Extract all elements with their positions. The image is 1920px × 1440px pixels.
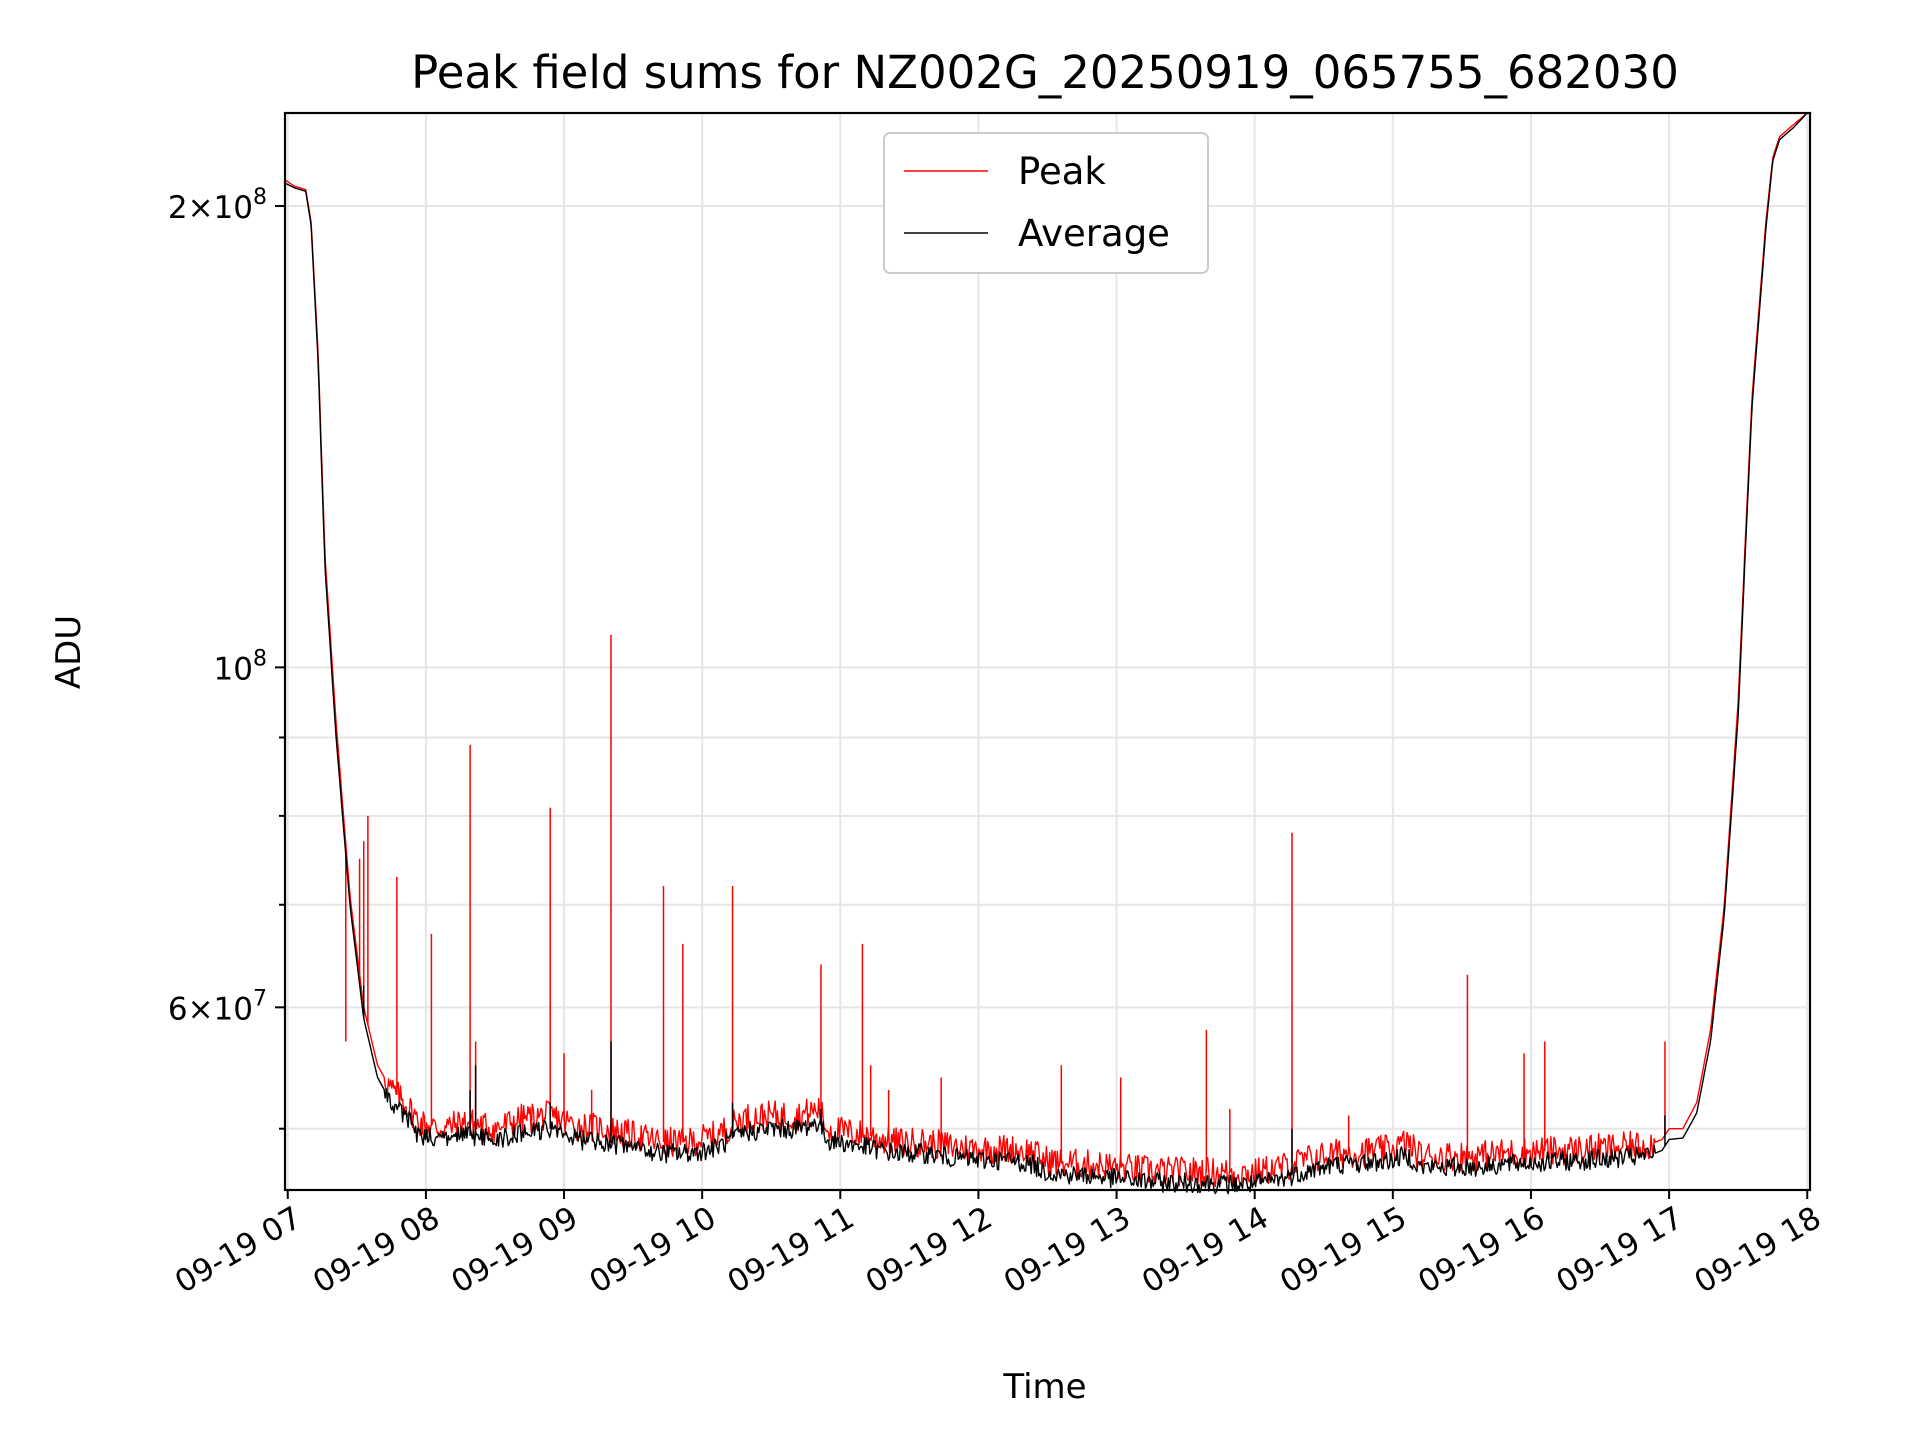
chart-title: Peak field sums for NZ002G_20250919_0657…	[411, 46, 1679, 99]
x-axis: 09-19 07 09-19 08 09-19 09 09-19 10 09-19 11…	[169, 1190, 1827, 1301]
series-line-average	[284, 112, 1810, 1195]
x-tick-label: 09-19 12	[860, 1200, 999, 1301]
y-axis-title: ADU	[49, 615, 89, 689]
y-tick-label: 108	[214, 646, 267, 687]
y-axis: 2×108 108 6×107	[168, 185, 285, 1130]
y-tick-label: 6×107	[168, 986, 267, 1027]
series-peak	[284, 112, 1810, 1187]
x-tick-label: 09-19 18	[1689, 1200, 1828, 1301]
x-tick-label: 09-19 16	[1412, 1200, 1551, 1301]
legend-box	[883, 132, 1209, 274]
x-tick-label: 09-19 08	[307, 1200, 446, 1301]
legend: Peak Average	[883, 132, 1209, 274]
series-line-peak	[284, 112, 1810, 1187]
x-tick-label: 09-19 14	[1136, 1200, 1275, 1301]
x-tick-label: 09-19 11	[722, 1200, 861, 1301]
y-tick-label: 2×108	[168, 185, 267, 226]
legend-label-average: Average	[1018, 212, 1170, 255]
plot-area-frame	[283, 111, 1812, 1192]
x-tick-label: 09-19 07	[169, 1200, 308, 1301]
x-tick-label: 09-19 09	[445, 1200, 584, 1301]
x-tick-label: 09-19 13	[998, 1200, 1137, 1301]
legend-label-peak: Peak	[1018, 150, 1106, 193]
x-tick-label: 09-19 10	[583, 1200, 722, 1301]
series-layer	[284, 112, 1810, 1195]
x-tick-label: 09-19 17	[1550, 1200, 1689, 1301]
x-tick-label: 09-19 15	[1274, 1200, 1413, 1301]
grid-lines	[285, 113, 1810, 1190]
series-average	[284, 112, 1810, 1195]
x-axis-title: Time	[1002, 1367, 1086, 1407]
